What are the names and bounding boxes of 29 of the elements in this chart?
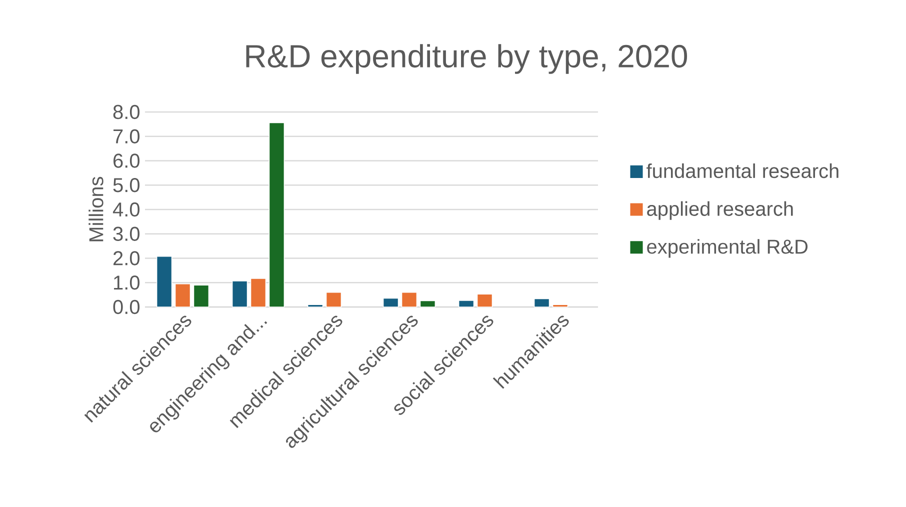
bar (232, 280, 248, 308)
y-tick-label: 2.0 (113, 251, 140, 266)
legend-label: experimental R&D (647, 239, 808, 258)
bar (156, 256, 172, 308)
bar (420, 300, 436, 308)
y-tick-label: 6.0 (114, 154, 140, 168)
y-tick-label: 0.0 (113, 300, 140, 314)
y-axis-title: Millions (88, 176, 104, 242)
y-tick-label: 1.0 (114, 276, 140, 290)
y-tick-label: 4.0 (112, 202, 140, 217)
y-tick-label: 3.0 (113, 226, 140, 241)
bar (534, 298, 550, 308)
bar (193, 284, 210, 308)
y-tick-label: 7.0 (114, 129, 140, 144)
bar (382, 298, 399, 308)
legend-label: fundamental research (646, 163, 838, 178)
bar (401, 292, 418, 308)
y-tick-label: 8.0 (113, 104, 140, 120)
bar (307, 304, 324, 308)
y-tick-label: 5.0 (113, 178, 140, 192)
bar (250, 278, 266, 308)
chart-title: R&D expenditure by type, 2020 (246, 44, 688, 74)
bar (476, 294, 493, 308)
bar (174, 283, 191, 308)
bar (458, 300, 474, 308)
legend-label: applied research (647, 201, 793, 220)
bar (268, 122, 285, 308)
bar (552, 304, 568, 308)
bar (326, 292, 342, 308)
